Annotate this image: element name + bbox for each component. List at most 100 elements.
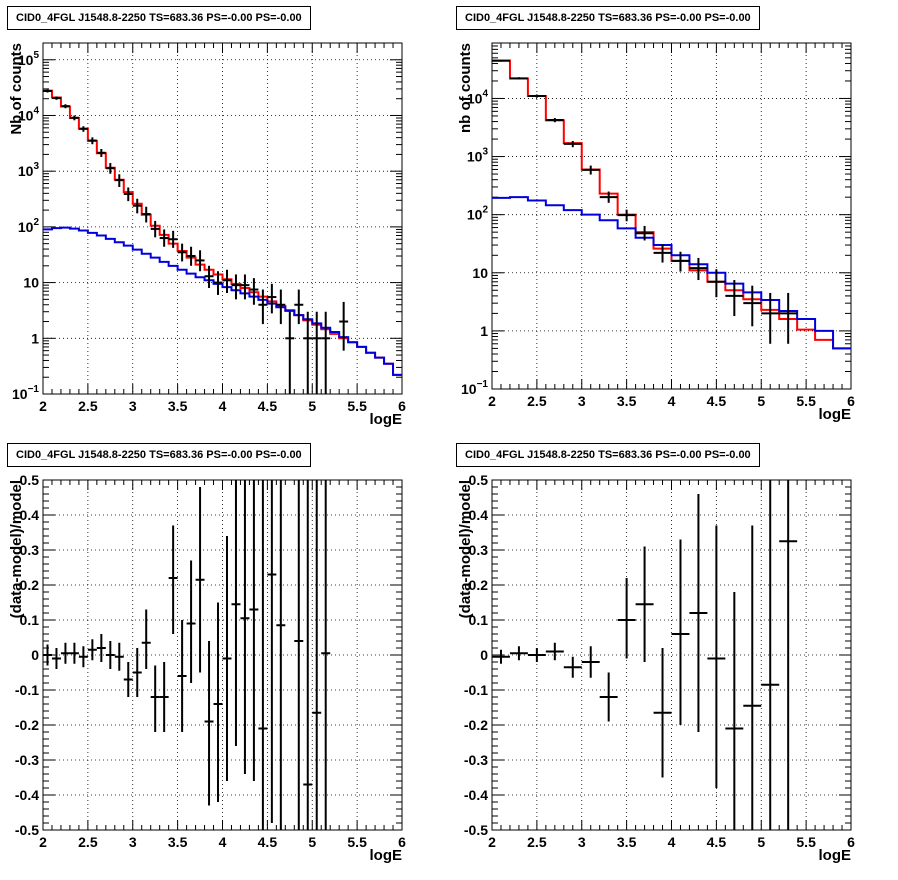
data-point [249,278,259,305]
data-point [105,641,115,669]
y-tick-label: -0.4 [464,787,488,803]
y-tick-label: 10 [472,265,488,281]
data-point [204,641,214,806]
data-point [689,494,708,732]
y-tick-label: -0.5 [464,822,488,838]
data-point [689,257,708,281]
y-tick-label: 0.2 [469,577,489,593]
x-tick-label: 2.5 [78,398,98,414]
y-tick-label: 103 [467,147,489,165]
x-tick-label: 6 [398,834,406,850]
x-axis-label: logE [819,847,852,864]
x-tick-label: 4.5 [258,834,278,850]
x-tick-label: 4 [219,834,227,850]
data-point [779,480,798,830]
data-point [312,480,322,830]
chart-title: CID0_4FGL J1548.8-2250 TS=683.36 PS=-0.0… [7,6,311,30]
x-tick-label: 3 [129,834,137,850]
data-point [761,480,780,830]
y-tick-label: 103 [18,161,40,179]
x-tick-label: 4.5 [707,834,727,850]
x-tick-label: 2 [39,398,47,414]
data-point [222,269,232,294]
data-point [51,648,61,669]
x-tick-label: 5.5 [796,393,816,409]
y-tick-label: 10−1 [12,384,39,402]
panel-counts-fine: 2 2.5 3 3.5 4 4.5 5 5.5 6 10−1 1 10 102 103 104 105 logE… [0,0,449,437]
x-tick-label: 5 [308,398,316,414]
data-point [231,274,241,300]
y-tick-label: 102 [467,205,489,223]
data-point [195,250,205,272]
x-tick-label: 3.5 [617,834,637,850]
data-point [563,656,582,678]
data-point [581,646,600,678]
y-tick-label: 10−1 [461,379,488,397]
data-point [581,165,600,175]
y-tick-label: 10 [23,275,39,291]
x-tick-label: 5.5 [796,834,816,850]
data-point [509,77,528,80]
data-point [168,525,178,634]
data-point [87,639,97,661]
data-point [671,539,690,725]
chart-residuals-coarse: 2 2.5 3 3.5 4 4.5 5 5.5 6 -0.5 -0.4 -0.3 -0.2 -0.1 0 0.… [457,472,855,864]
x-axis-label: logE [819,406,852,423]
panel-counts-coarse: 2 2.5 3 3.5 4 4.5 5 5.5 6 10−1 1 10 102 103 104 logE nb … [449,0,898,437]
y-axis-label: (data-model)/model [457,480,474,618]
data-point [312,311,322,394]
data-point [653,244,672,263]
y-tick-label: 0.5 [469,472,489,488]
data-point [177,243,187,262]
data-point [132,198,142,214]
chart-title: CID0_4FGL J1548.8-2250 TS=683.36 PS=-0.0… [456,443,760,467]
x-tick-label: 5 [757,393,765,409]
data-point [294,480,304,830]
data-point [213,602,223,802]
data-point [123,187,133,202]
data-point [258,289,268,325]
data-point [87,137,97,145]
y-tick-label: 0.4 [20,507,40,523]
x-tick-label: 4 [219,398,227,414]
data-point [231,480,241,746]
y-tick-label: 0.2 [20,577,40,593]
x-tick-label: 2 [39,834,47,850]
chart-title: CID0_4FGL J1548.8-2250 TS=683.36 PS=-0.0… [7,443,311,467]
data-point [267,480,277,823]
x-tick-label: 3 [578,393,586,409]
x-tick-label: 3 [578,834,586,850]
x-tick-label: 5.5 [347,834,367,850]
chart-residuals-fine: 2 2.5 3 3.5 4 4.5 5 5.5 6 -0.5 -0.4 -0.3 -0.2 -0.1 0 0.… [8,472,406,864]
x-tick-label: 5 [308,834,316,850]
x-axis-label: logE [370,847,403,864]
y-tick-label: -0.1 [464,682,488,698]
panel-residuals-coarse: 2 2.5 3 3.5 4 4.5 5 5.5 6 -0.5 -0.4 -0.3 -0.2 -0.1 0 0.… [449,437,898,875]
x-tick-label: 6 [398,398,406,414]
y-tick-label: -0.2 [464,717,488,733]
data-point [249,480,259,781]
data-point [743,525,762,830]
y-tick-label: 1 [480,323,488,339]
data-point [159,229,169,247]
y-tick-label: 1 [31,330,39,346]
y-tick-label: 0 [31,647,39,663]
data-point [743,285,762,327]
data-point [168,230,178,248]
y-axis-label: (data-model)/model [8,480,25,618]
data-point [240,274,250,300]
data-point [303,480,313,830]
x-tick-label: 4 [668,393,676,409]
data-point [141,609,151,669]
data-point [294,289,304,325]
data-point [779,292,798,344]
data-point [177,620,187,732]
background-model-step-line [43,226,402,376]
y-tick-label: -0.3 [15,752,39,768]
data-point [303,311,313,394]
data-point [105,163,115,174]
chart-title: CID0_4FGL J1548.8-2250 TS=683.36 PS=-0.0… [456,6,760,30]
data-point [285,311,295,394]
y-tick-label: 104 [18,105,40,123]
x-tick-label: 2.5 [527,393,547,409]
